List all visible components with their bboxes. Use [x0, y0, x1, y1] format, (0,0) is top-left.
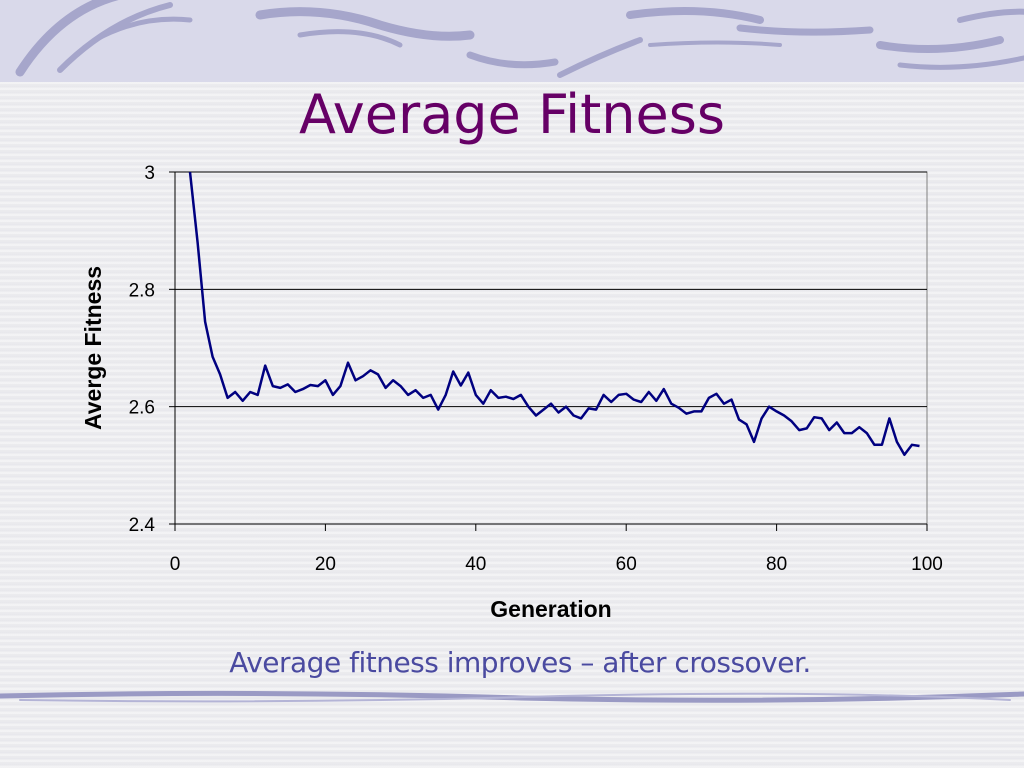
- swirl-decoration-icon: [15, 0, 1024, 78]
- x-tick-label: 80: [766, 554, 787, 575]
- fitness-series-line: [188, 171, 920, 457]
- x-axis-title: Generation: [490, 596, 611, 622]
- x-tick-label: 60: [616, 554, 637, 575]
- slide-caption: Average fitness improves – after crossov…: [229, 646, 811, 679]
- decorative-header-band: [0, 0, 1024, 82]
- x-tick-label: 0: [170, 554, 181, 575]
- x-tick-label: 100: [911, 554, 943, 575]
- y-tick-label: 2.6: [129, 398, 155, 419]
- y-tick-label: 3: [144, 163, 155, 184]
- y-axis-title: Averge Fitness: [80, 266, 106, 430]
- x-tick-label: 40: [465, 554, 486, 575]
- y-tick-label: 2.4: [129, 515, 156, 536]
- slide-title: Average Fitness: [299, 83, 725, 146]
- plot-area-frame: [174, 171, 928, 525]
- decorative-bottom-rule: [0, 690, 1024, 703]
- y-tick-label: 2.8: [129, 280, 155, 301]
- x-tick-label: 20: [315, 554, 336, 575]
